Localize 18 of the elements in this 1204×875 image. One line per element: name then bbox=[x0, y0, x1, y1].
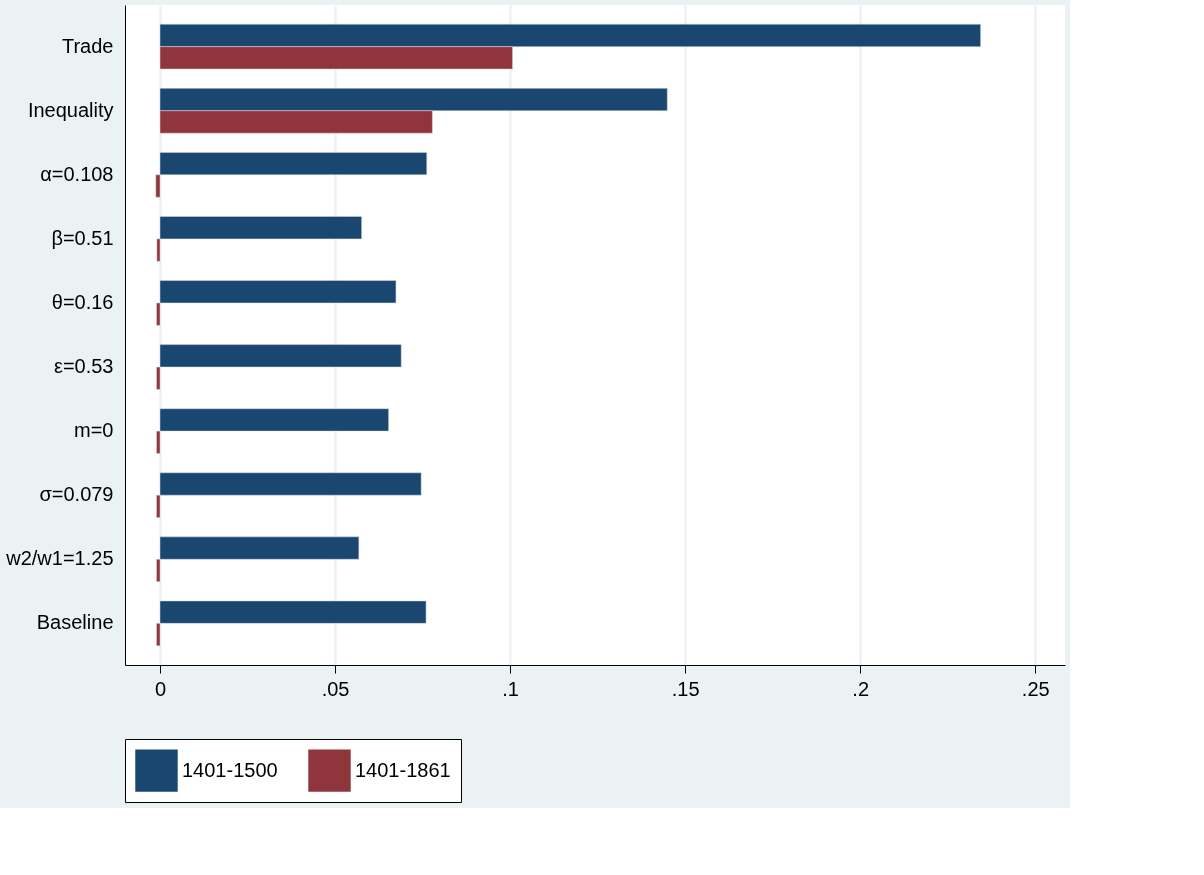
y-tick-label: α=0.108 bbox=[40, 162, 114, 185]
x-tick-label: .2 bbox=[852, 677, 870, 700]
y-tick-label: β=0.51 bbox=[51, 226, 114, 249]
y-tick-label: m=0 bbox=[74, 419, 114, 442]
y-tick-label: w2/w1=1.25 bbox=[5, 547, 114, 570]
legend-label: 1401-1861 bbox=[355, 758, 451, 781]
x-tick-label: .1 bbox=[502, 677, 519, 700]
y-tick-label: Trade bbox=[61, 34, 114, 57]
y-tick-label: ε=0.53 bbox=[53, 355, 114, 378]
x-tick-label: 0 bbox=[154, 677, 167, 700]
legend-label: 1401-1500 bbox=[182, 758, 278, 781]
y-tick-label: θ=0.16 bbox=[51, 290, 114, 313]
y-tick-label: Inequality bbox=[27, 98, 114, 121]
x-tick-label: .05 bbox=[321, 677, 350, 700]
y-tick-label: σ=0.079 bbox=[39, 483, 114, 506]
y-tick-label: Baseline bbox=[36, 611, 114, 634]
x-tick-label: .25 bbox=[1021, 677, 1050, 700]
x-tick-label: .15 bbox=[671, 677, 700, 700]
